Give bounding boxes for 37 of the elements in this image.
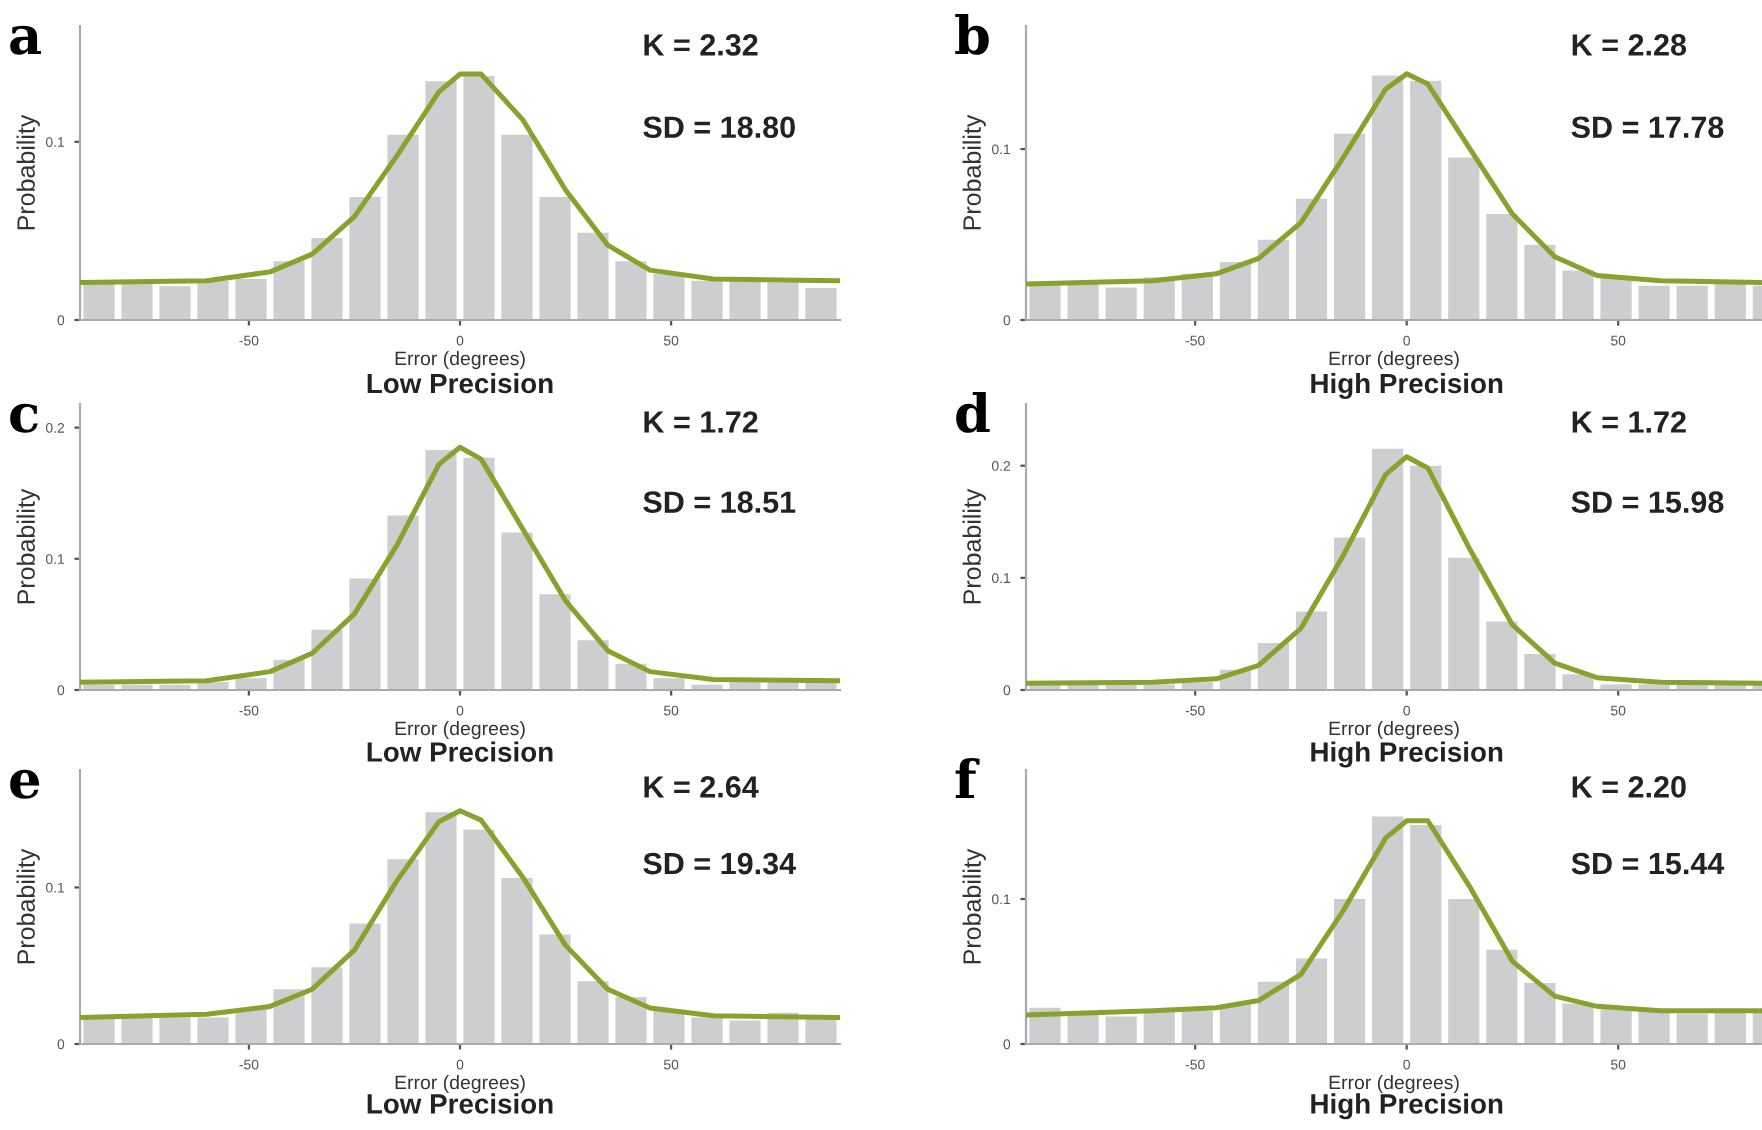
annotation: SD = 17.78 (1571, 116, 1724, 139)
annotation: K = 2.28 (1572, 34, 1687, 56)
text: High Precision (1311, 1093, 1503, 1120)
annotation: SD = 18.51 (643, 491, 796, 513)
y-axis-title: Probability (962, 114, 986, 230)
y-axis-title: Probability (962, 848, 986, 964)
text: c (10, 403, 38, 433)
x-axis-title: Error (degrees) (1329, 1075, 1459, 1094)
text: d (956, 391, 990, 433)
annotation: SD = 15.98 (1571, 491, 1724, 513)
x-axis-title: Error (degrees) (1329, 721, 1459, 740)
x-axis-title: Error (degrees) (395, 1075, 525, 1094)
x-axis-title: Error (degrees) (1329, 351, 1459, 370)
y-axis-title: Probability (16, 114, 40, 230)
text: b (955, 13, 989, 55)
annotation: SD = 19.34 (643, 852, 796, 875)
x-axis-title: Error (degrees) (395, 351, 525, 370)
x-axis-title: Error (degrees) (395, 721, 525, 740)
annotation: K = 1.72 (644, 411, 758, 433)
text: High Precision (1311, 372, 1503, 399)
text: Low Precision (367, 741, 553, 762)
annotation: K = 1.72 (1572, 411, 1686, 433)
line-series (1026, 454, 1762, 686)
annotation: K = 2.32 (644, 34, 758, 56)
text: e (10, 769, 40, 799)
text: a (10, 25, 41, 55)
y-axis-title: Probability (16, 488, 40, 604)
text: High Precision (1311, 741, 1503, 768)
annotation: SD = 18.80 (643, 116, 795, 139)
text: Low Precision (367, 372, 553, 394)
y-axis-title: Probability (16, 848, 40, 964)
text: Low Precision (367, 1093, 553, 1114)
y-axis-title: Probability (962, 488, 986, 604)
annotation: SD = 15.44 (1571, 852, 1725, 875)
text: f (955, 757, 980, 798)
annotation: K = 2.64 (644, 776, 759, 798)
annotation: K = 2.20 (1572, 776, 1686, 798)
